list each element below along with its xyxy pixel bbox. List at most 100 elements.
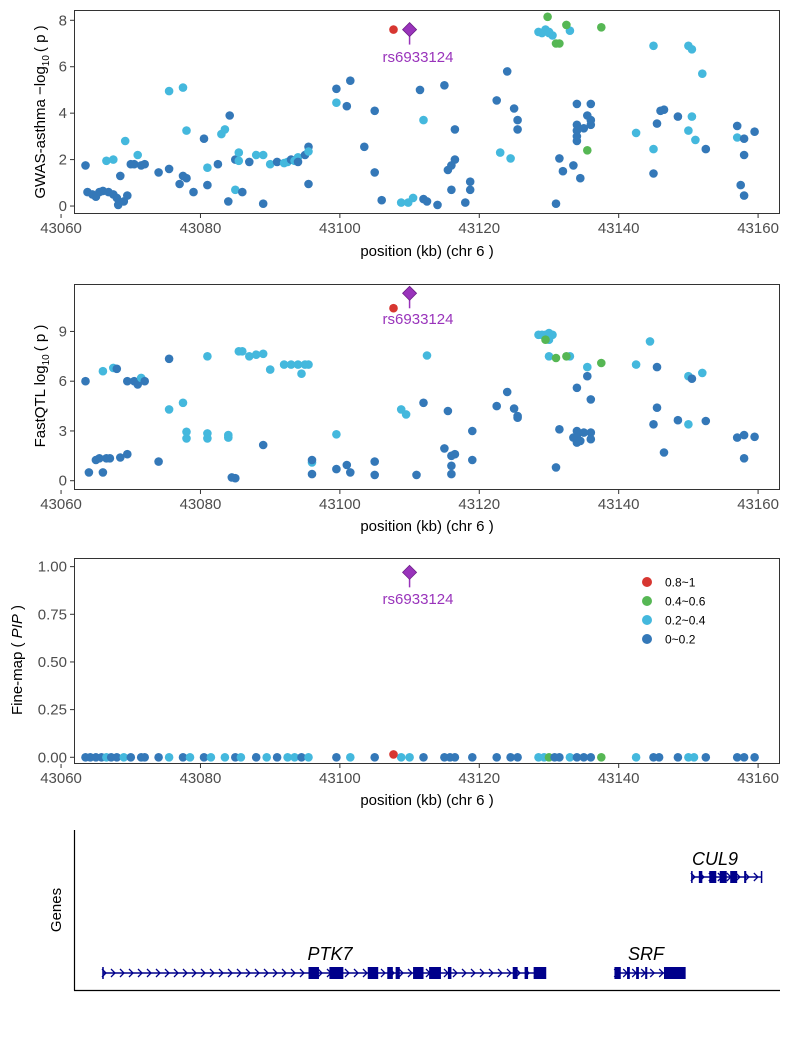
finemap-snp-point	[304, 753, 313, 762]
finemap-snp-point	[126, 753, 136, 762]
fastqtl-snp-point	[652, 362, 662, 372]
finemap-snp-point	[631, 753, 641, 762]
legend-label-high: 0.8~1	[665, 576, 696, 590]
finemap-snp-point	[396, 753, 406, 762]
gene-strand-arrow	[362, 968, 368, 978]
finemap-snp-point	[565, 753, 575, 762]
gwas-y-axis-title: GWAS-asthma −log10 ( p )	[32, 25, 52, 198]
fastqtl-snp-point	[293, 360, 303, 369]
fastqtl-snp-point	[105, 454, 115, 463]
finemap-snp-point	[739, 753, 749, 762]
fastqtl-snp-point	[750, 432, 759, 442]
gwas-snp-point	[116, 171, 125, 181]
fastqtl-y-tick-label: 3	[59, 423, 67, 440]
fastqtl-snp-point	[98, 468, 108, 477]
gene-strand-arrow	[128, 968, 134, 978]
ld-legend: 0.8~1 0.4~0.6 0.2~0.4 0~0.2	[642, 576, 706, 647]
gene-strand-arrow	[398, 968, 404, 978]
fastqtl-snp-point	[659, 448, 669, 457]
finemap-x-tick-label: 43160	[737, 770, 779, 787]
gwas-y-axis-title-sub: 10	[41, 55, 52, 67]
gwas-snp-point	[224, 197, 233, 206]
gwas-snp-point	[396, 198, 406, 207]
gene-strand-arrow	[137, 968, 143, 978]
fastqtl-snp-point	[586, 395, 596, 404]
gwas-snp-point	[251, 150, 261, 160]
gene-exon	[698, 871, 703, 883]
fastqtl-y-tick-label: 9	[59, 323, 67, 340]
gene-strand-arrow	[146, 968, 152, 978]
gwas-snp-point	[732, 133, 742, 142]
gwas-y-axis-title-tail: ( p )	[32, 25, 49, 52]
fastqtl-snp-point	[123, 449, 132, 459]
finemap-snp-point	[185, 753, 195, 762]
fastqtl-snp-point	[307, 455, 317, 465]
gwas-snp-point	[304, 147, 313, 156]
gwas-snp-point	[687, 45, 697, 54]
gwas-snp-point	[422, 197, 432, 206]
finemap-snp-point	[199, 753, 209, 762]
gwas-snp-point	[543, 12, 552, 22]
fastqtl-snp-point	[84, 468, 94, 477]
gwas-x-tick-label: 43160	[737, 220, 779, 237]
fastqtl-snp-point	[652, 403, 662, 413]
gene-strand-arrow	[380, 968, 386, 978]
gwas-x-axis-title: position (kb) (chr 6 )	[360, 243, 493, 260]
gene-exon	[533, 967, 546, 979]
fastqtl-snp-point	[412, 470, 421, 480]
gene-strand-arrow	[110, 968, 116, 978]
gwas-snp-point	[450, 155, 460, 164]
gwas-snp-point	[304, 179, 313, 189]
gwas-snp-point	[234, 156, 244, 166]
gwas-snp-point	[649, 144, 658, 154]
finemap-y-axis-title-main: Fine-map (	[9, 638, 26, 715]
fastqtl-snp-point	[562, 352, 571, 361]
gene-strand-arrow	[281, 968, 287, 978]
fastqtl-panel: 43060 43080 43100 43120 43140 43160 0 3 6 9 rs693…	[32, 284, 780, 535]
gene-exon	[447, 967, 452, 979]
fastqtl-points	[81, 303, 759, 483]
gene-strand-arrow	[218, 968, 224, 978]
gwas-snp-point	[495, 148, 505, 157]
gwas-snp-point	[231, 185, 240, 195]
gene-exon	[709, 871, 717, 883]
fastqtl-snp-point	[673, 415, 683, 425]
gwas-snp-point	[377, 195, 387, 205]
gene-label-cul9: CUL9	[692, 849, 738, 869]
gwas-snp-point	[597, 23, 606, 32]
finemap-snp-point	[112, 753, 122, 762]
fastqtl-x-axis-title: position (kb) (chr 6 )	[360, 518, 493, 535]
gene-model-srf	[613, 967, 686, 979]
fastqtl-snp-point	[203, 352, 212, 361]
genes-panel: Genes PTK7 SRF CUL9	[48, 830, 780, 992]
gwas-snp-point	[513, 125, 522, 134]
gene-strand-arrow	[290, 968, 296, 978]
fastqtl-snp-point	[81, 376, 90, 386]
fastqtl-snp-point	[572, 383, 582, 393]
gwas-snp-point	[419, 115, 428, 125]
finemap-snp-point	[654, 753, 664, 762]
gene-strand-arrow	[753, 872, 759, 882]
gwas-snp-point	[513, 115, 522, 125]
gene-exon	[329, 967, 344, 979]
gwas-snp-point	[415, 85, 425, 95]
fastqtl-snp-point	[265, 365, 275, 374]
gwas-snp-point	[133, 150, 142, 160]
gwas-snp-point	[562, 20, 571, 30]
gwas-snp-point	[346, 76, 355, 85]
gene-exon	[387, 967, 393, 979]
gwas-snp-point	[576, 173, 585, 183]
finemap-snp-point	[236, 753, 246, 762]
gwas-snp-point	[652, 119, 662, 128]
finemap-snp-point	[220, 753, 230, 762]
gwas-snp-point	[465, 177, 475, 186]
gwas-snp-point	[342, 101, 352, 111]
finemap-axis-ticks: 43060 43080 43100 43120 43140 43160 0.00 0.25 0.…	[38, 559, 779, 787]
fastqtl-lead-snp	[402, 285, 418, 309]
gwas-x-tick-label: 43120	[458, 220, 500, 237]
gwas-snp-point	[701, 144, 711, 154]
gwas-points	[81, 12, 759, 210]
gwas-y-tick-label: 0	[59, 198, 67, 215]
fastqtl-snp-point	[332, 430, 341, 439]
